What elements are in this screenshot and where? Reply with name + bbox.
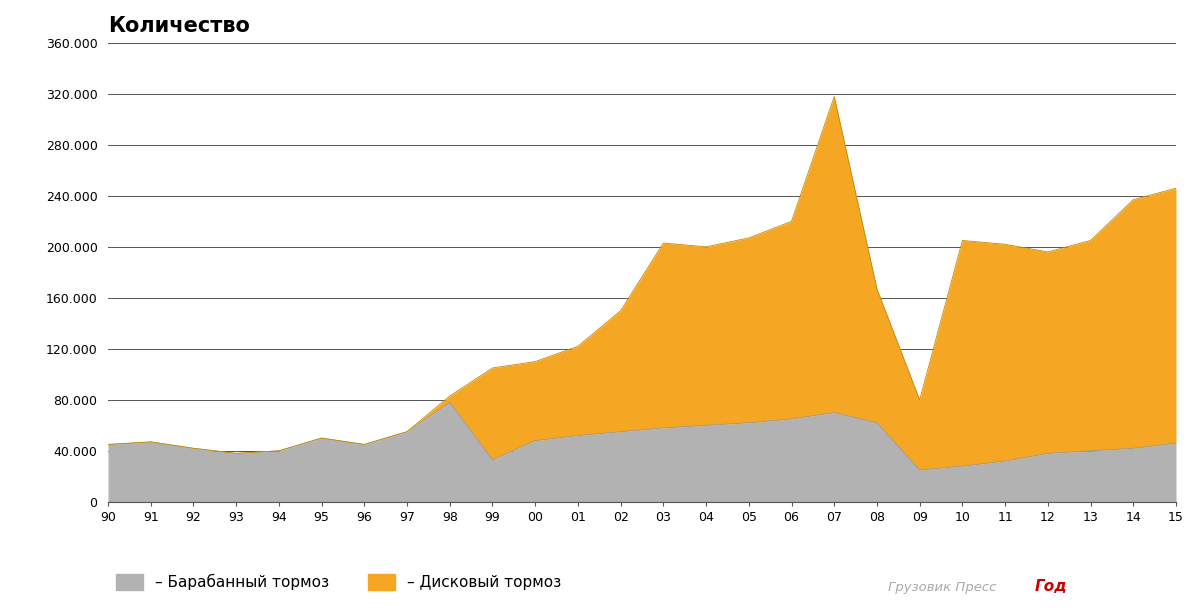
Legend: – Барабанный тормоз, – Дисковый тормоз: – Барабанный тормоз, – Дисковый тормоз <box>115 573 562 590</box>
Text: Грузовик Пресс: Грузовик Пресс <box>888 581 996 594</box>
Text: Количество: Количество <box>108 16 250 35</box>
Text: Год: Год <box>1034 578 1067 594</box>
